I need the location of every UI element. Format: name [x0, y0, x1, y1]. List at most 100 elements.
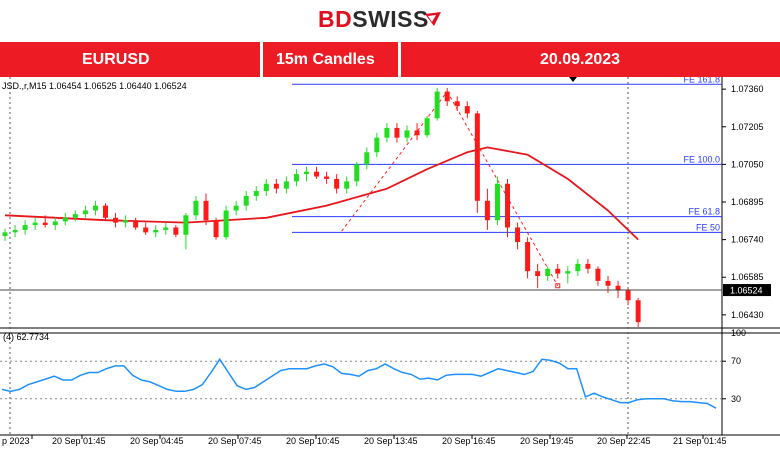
candle-body [434, 91, 440, 119]
candle [565, 266, 571, 284]
symbol-label: EURUSD [82, 51, 150, 68]
price-chart[interactable]: FE 161.8 FE 100.0 FE 61.8 FE 50 100 70 30 1.0… [0, 74, 780, 468]
candle-body [143, 227, 149, 233]
candle [304, 166, 309, 182]
candle [364, 147, 370, 170]
candle [585, 259, 591, 274]
candle-body [344, 181, 350, 189]
chart-info-line: JSD.,r,M15 1.06454 1.06525 1.06440 1.065… [2, 81, 187, 91]
time-tick-label: 20 Sep 01:45 [52, 436, 106, 446]
chart-banner: EURUSD 15m Candles 20.09.2023 [0, 42, 780, 77]
candle [163, 222, 169, 235]
candle-body [635, 300, 641, 323]
brand-arrow-icon [425, 12, 441, 26]
candle [32, 217, 38, 230]
candle-body [424, 118, 430, 136]
candle-body [22, 225, 28, 230]
candle-body [133, 220, 139, 228]
candle [535, 263, 541, 289]
candle-body [374, 137, 380, 153]
candle [444, 87, 450, 107]
candle [233, 200, 239, 216]
candle-body [92, 205, 98, 211]
candle-body [193, 200, 199, 216]
candle [404, 125, 410, 143]
candle [424, 115, 430, 138]
candle [575, 259, 581, 277]
date-label: 20.09.2023 [540, 51, 621, 68]
candle [354, 161, 360, 187]
candle [314, 166, 320, 179]
candle-body [273, 183, 279, 189]
candle-body [153, 229, 159, 233]
candle [555, 263, 561, 279]
candle [384, 123, 390, 143]
candle-body [625, 290, 631, 301]
candle [42, 215, 48, 228]
candle-body [605, 280, 611, 286]
time-tick-label: 20 Sep 10:45 [286, 436, 340, 446]
candle [525, 237, 531, 279]
candle-body [283, 181, 289, 189]
time-tick-label: 20 Sep 07:45 [208, 436, 262, 446]
candle-body [555, 268, 561, 274]
candle-body [2, 232, 8, 236]
candle [72, 210, 78, 222]
time-tick-label: 21 Sep 01:45 [673, 436, 727, 446]
candle-body [595, 268, 601, 281]
time-tick-label: 20 Sep 13:45 [364, 436, 418, 446]
price-tick-label: 1.07360 [731, 84, 764, 94]
candle [52, 217, 58, 230]
candle-body [213, 220, 219, 238]
candle [273, 178, 279, 194]
candle-body [32, 222, 38, 226]
price-tick-label: 1.06740 [731, 235, 764, 245]
candle [263, 178, 269, 196]
candle [344, 176, 350, 194]
fibo-trend-line [341, 91, 448, 232]
candle-body [324, 176, 330, 179]
candle-body [263, 183, 269, 192]
candle [334, 174, 340, 194]
candle [143, 222, 149, 235]
time-tick-label: 20 Sep 22:45 [597, 436, 651, 446]
candle-body [384, 127, 390, 138]
candle-body [243, 195, 249, 206]
candle-body [464, 106, 470, 114]
candle [253, 186, 259, 201]
candle [615, 280, 621, 298]
candle [82, 205, 88, 218]
fibo-trend-line [446, 91, 559, 286]
candle [22, 220, 28, 235]
chart-frame: FE 161.8 FE 100.0 FE 61.8 FE 50 100 70 30 1.0… [0, 74, 780, 468]
fibo-anchor-point [555, 283, 561, 289]
candle-body [535, 271, 541, 277]
candle-body [354, 164, 360, 182]
candle [464, 101, 470, 119]
fibo-level-label: FE 161.8 [683, 77, 720, 84]
candle-body [444, 91, 450, 102]
fibo-level-label: FE 100.0 [683, 154, 720, 164]
candle [113, 212, 119, 228]
candle [414, 123, 420, 141]
brand-logo: BDSWISS [0, 0, 780, 42]
candle [324, 171, 330, 184]
time-tick-label: 20 Sep 04:45 [130, 436, 184, 446]
candle [434, 87, 440, 121]
price-tick-label: 1.07050 [731, 159, 764, 169]
oscillator-info: (4) 62.7734 [3, 332, 49, 342]
candle-body [565, 271, 571, 274]
candle [173, 225, 179, 238]
candle [454, 96, 460, 111]
candle-body [123, 220, 129, 223]
candle [625, 288, 631, 306]
candle [62, 212, 68, 226]
candle-body [474, 113, 480, 201]
candle-body [223, 210, 229, 238]
current-price-box [723, 284, 771, 297]
candle [153, 225, 159, 238]
price-tick-label: 1.06585 [731, 272, 764, 282]
candle [2, 228, 8, 241]
candle-body [525, 242, 531, 272]
fibo-level-label: FE 50 [696, 222, 720, 232]
